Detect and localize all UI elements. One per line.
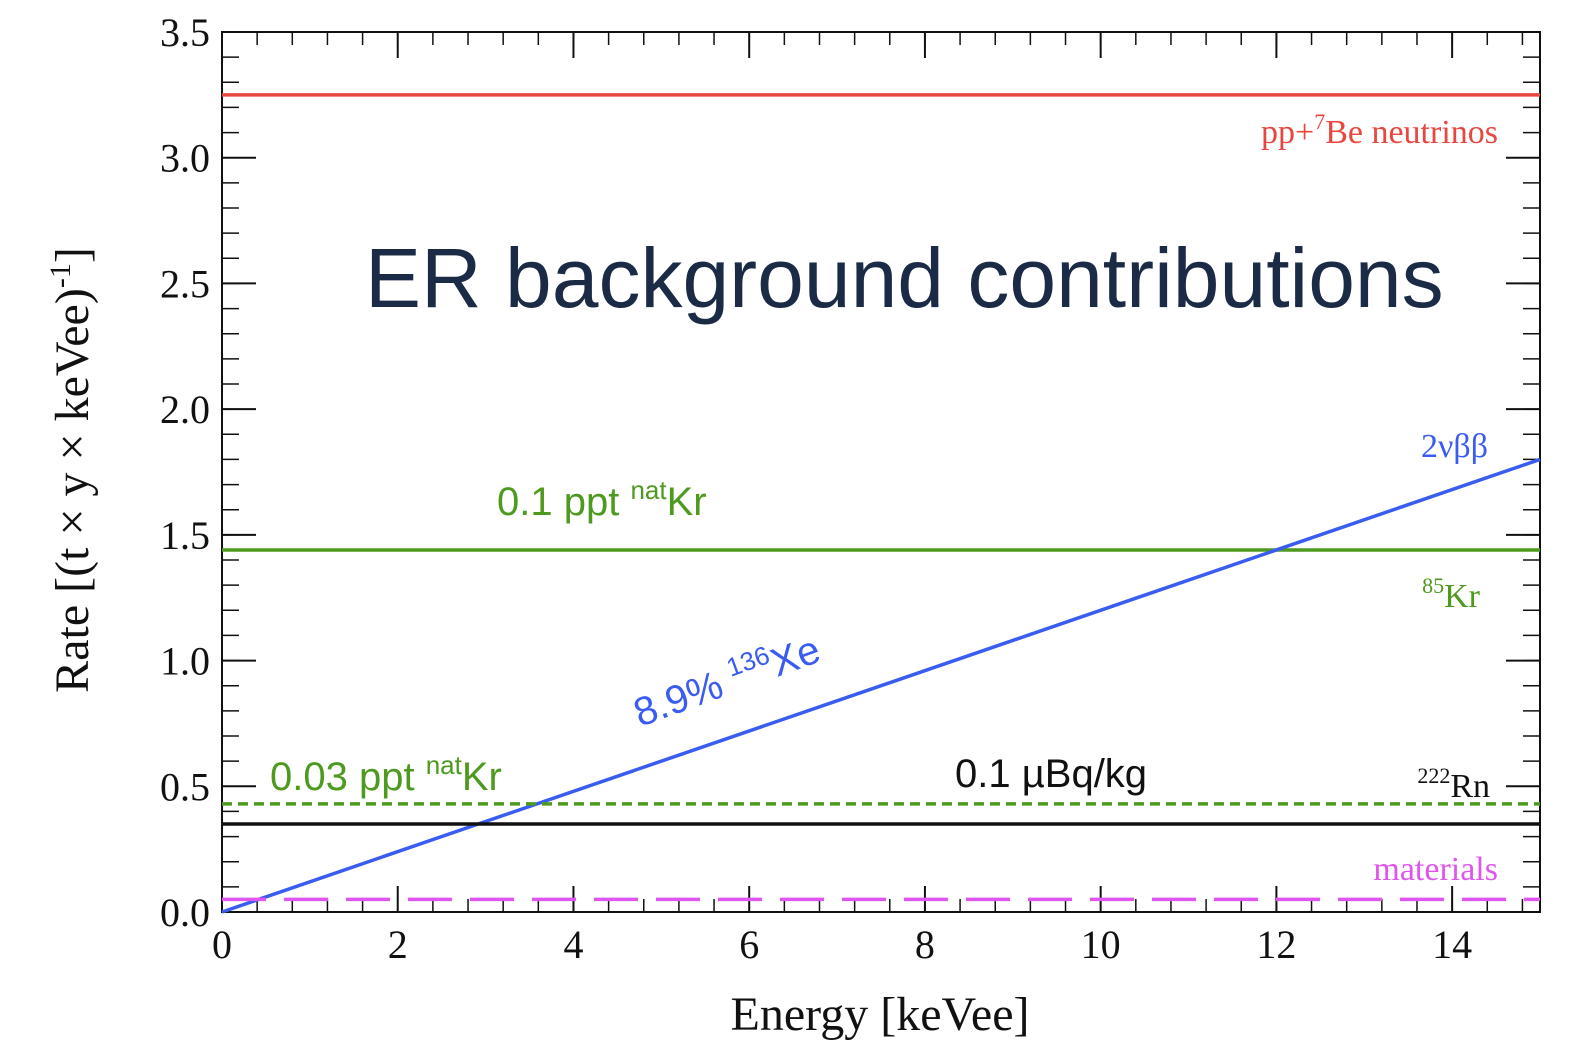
label-xe136: 8.9% 136Xe <box>626 623 826 736</box>
x-axis-title: Energy [keVee] <box>731 988 1030 1041</box>
y-tick-label: 3.5 <box>160 10 210 55</box>
y-axis-title-close: ] <box>46 247 99 263</box>
label-kr-01ppt-post: Kr <box>667 480 707 524</box>
y-tick-label: 2.5 <box>160 261 210 306</box>
label-pp-neutrinos-sup: 7 <box>1314 109 1325 134</box>
x-tick-label: 8 <box>915 922 935 967</box>
y-tick-label: 0.5 <box>160 764 210 809</box>
x-tick-label: 10 <box>1081 922 1121 967</box>
label-materials: materials <box>1373 851 1498 888</box>
label-kr85: 85Kr <box>1422 573 1481 615</box>
label-kr-01ppt-sup: nat <box>630 475 667 505</box>
y-tick-label: 1.0 <box>160 639 210 684</box>
x-tick-label: 0 <box>212 922 232 967</box>
y-tick-label: 2.0 <box>160 387 210 432</box>
label-kr-003ppt: 0.03 ppt natKr <box>270 750 502 799</box>
axis-ticks <box>221 31 1540 913</box>
label-kr85-sup: 85 <box>1422 573 1444 598</box>
label-kr85-post: Kr <box>1444 578 1481 615</box>
label-kr-01ppt-pre: 0.1 ppt <box>497 480 630 524</box>
series-line-2- <box>221 457 1541 914</box>
label-pp-neutrinos: pp+7Be neutrinos <box>1261 109 1498 151</box>
label-kr-01ppt: 0.1 ppt natKr <box>497 475 707 524</box>
label-2vbb: 2νββ <box>1421 428 1488 465</box>
x-tick-label: 2 <box>388 922 408 967</box>
label-pp-neutrinos-post: Be neutrinos <box>1325 114 1498 151</box>
label-rn-activity: 0.1 µBq/kg <box>955 752 1147 796</box>
series-lines <box>221 93 1541 914</box>
y-tick-label: 0.0 <box>160 890 210 935</box>
label-rn222-post: Rn <box>1450 768 1490 805</box>
label-kr-003ppt-sup: nat <box>426 750 463 780</box>
axis-tick-labels: 0 2 4 6 8 10 12 14 0.0 0.5 1.0 1.5 2.0 2.5 3.0 3.5 <box>160 10 1472 967</box>
x-tick-label: 14 <box>1432 922 1472 967</box>
label-pp-neutrinos-pre: pp+ <box>1261 114 1314 151</box>
y-tick-label: 3.0 <box>160 136 210 181</box>
label-rn222: 222Rn <box>1417 763 1490 805</box>
y-axis-title: Rate [(t × y × keVee)-1] <box>44 247 99 693</box>
x-tick-label: 12 <box>1256 922 1296 967</box>
label-kr-003ppt-post: Kr <box>462 755 502 799</box>
y-axis-title-main: Rate [(t × y × keVee) <box>46 288 99 693</box>
x-tick-label: 6 <box>739 922 759 967</box>
y-tick-label: 1.5 <box>160 513 210 558</box>
chart-title: ER background contributions <box>365 231 1444 325</box>
label-xe136-pre: 8.9% <box>628 659 739 735</box>
y-axis-title-sup: -1 <box>44 263 77 288</box>
label-kr-003ppt-pre: 0.03 ppt <box>270 755 426 799</box>
x-tick-label: 4 <box>563 922 583 967</box>
label-rn222-sup: 222 <box>1417 763 1450 788</box>
label-xe136-post: Xe <box>765 628 826 686</box>
plot-frame <box>221 31 1541 913</box>
